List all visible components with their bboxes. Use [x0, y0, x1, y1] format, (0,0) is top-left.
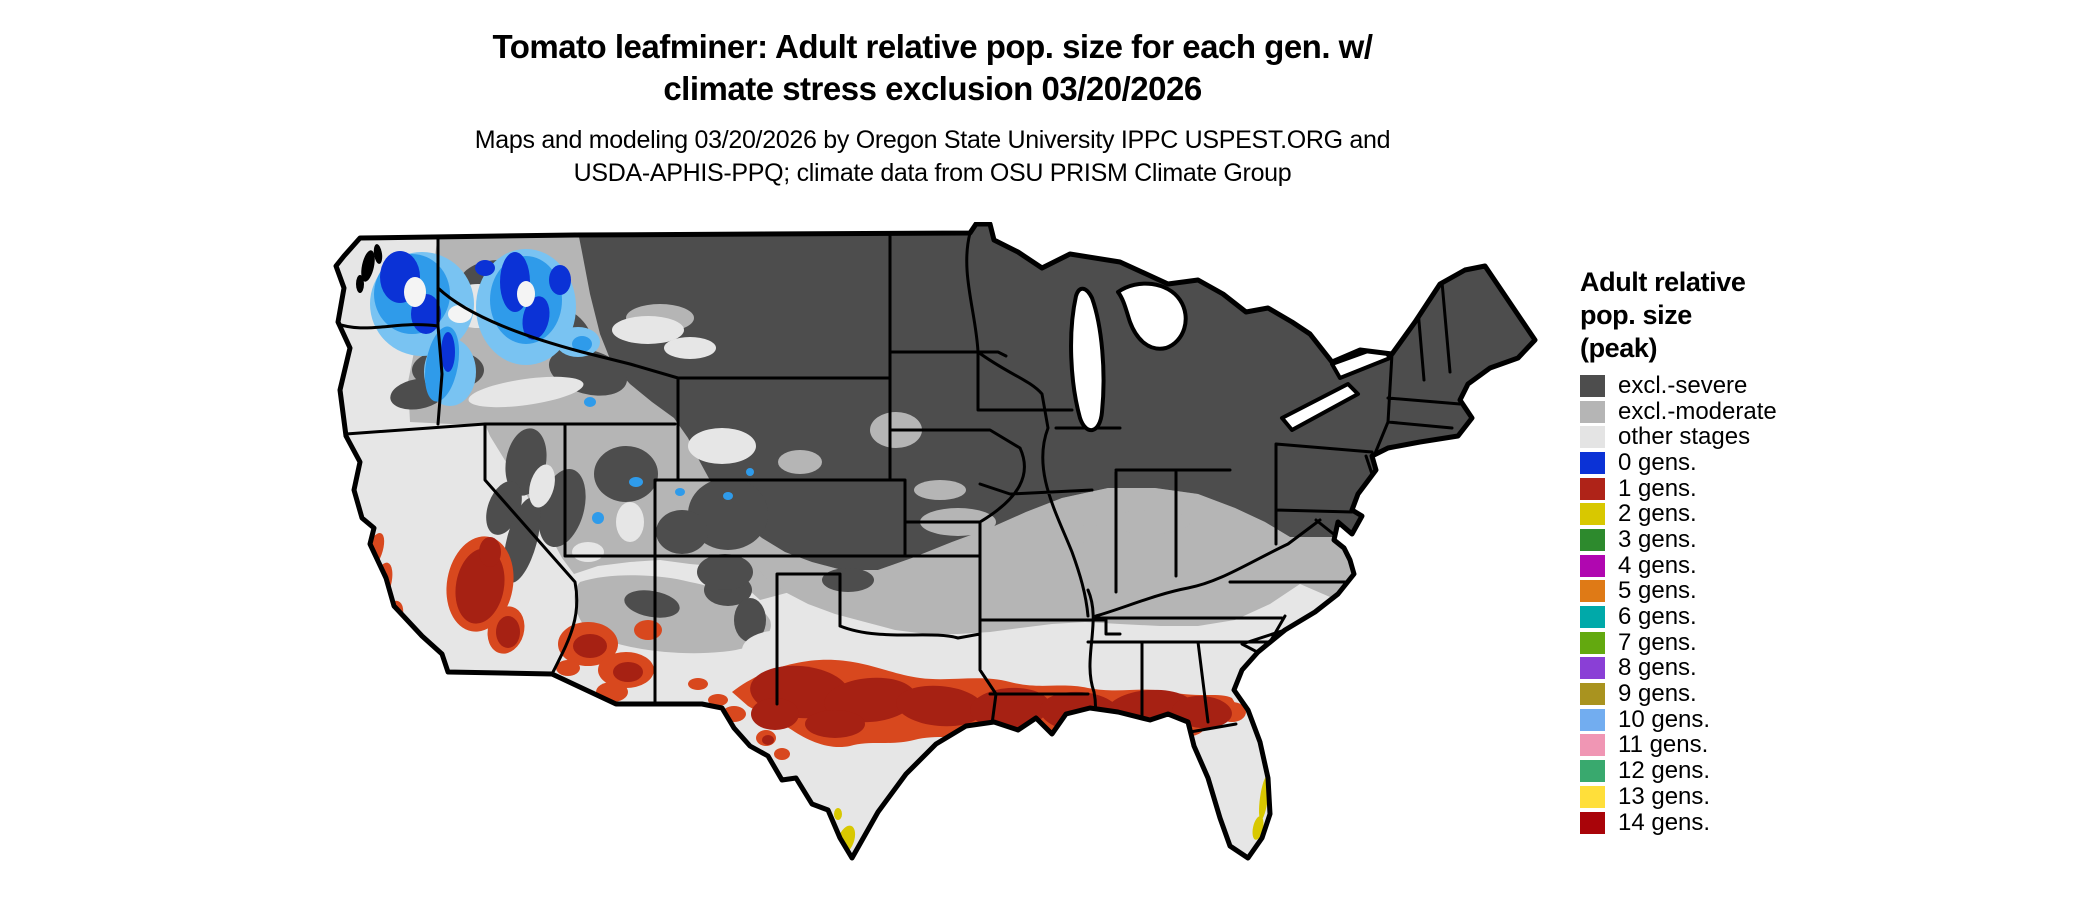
- legend-item-label: 10 gens.: [1618, 705, 1711, 733]
- legend-color-swatch: [1580, 374, 1605, 397]
- legend-item: 11 gens.: [1580, 733, 1900, 759]
- map-layer-moderate-band: [738, 488, 1535, 634]
- legend-item-label: 4 gens.: [1618, 551, 1697, 579]
- legend-item-label: excl.-severe: [1618, 371, 1748, 399]
- legend-color-swatch: [1580, 426, 1605, 449]
- legend-item: 3 gens.: [1580, 527, 1900, 553]
- legend-title-line-1: Adult relative: [1580, 267, 1746, 297]
- legend-item: 7 gens.: [1580, 630, 1900, 656]
- legend-color-swatch: [1580, 554, 1605, 577]
- lake-huron: [1116, 281, 1188, 351]
- page-title: Tomato leafminer: Adult relative pop. si…: [0, 26, 1865, 110]
- legend: Adult relative pop. size (peak) excl.-se…: [1580, 266, 1900, 835]
- legend-title: Adult relative pop. size (peak): [1580, 266, 1900, 365]
- legend-items: excl.-severe excl.-moderate other stages…: [1580, 373, 1900, 835]
- us-map-container: [330, 221, 1570, 892]
- legend-item-label: 14 gens.: [1618, 808, 1711, 836]
- legend-item-label: 1 gens.: [1618, 474, 1697, 502]
- puget-sound: [356, 244, 383, 293]
- title-line-2: climate stress exclusion 03/20/2026: [663, 70, 1202, 107]
- legend-item: 5 gens.: [1580, 579, 1900, 605]
- legend-item: 6 gens.: [1580, 604, 1900, 630]
- legend-item-label: 11 gens.: [1618, 731, 1709, 759]
- legend-item: other stages: [1580, 424, 1900, 450]
- legend-color-swatch: [1580, 657, 1605, 680]
- legend-item-label: 8 gens.: [1618, 654, 1697, 682]
- legend-color-swatch: [1580, 606, 1605, 629]
- legend-item: 2 gens.: [1580, 501, 1900, 527]
- title-line-1: Tomato leafminer: Adult relative pop. si…: [492, 28, 1374, 65]
- legend-item: 1 gens.: [1580, 476, 1900, 502]
- legend-color-swatch: [1580, 760, 1605, 783]
- legend-item: 14 gens.: [1580, 810, 1900, 836]
- legend-item: 12 gens.: [1580, 758, 1900, 784]
- legend-color-swatch: [1580, 631, 1605, 654]
- legend-color-swatch: [1580, 683, 1605, 706]
- legend-color-swatch: [1580, 503, 1605, 526]
- legend-item-label: excl.-moderate: [1618, 397, 1777, 425]
- subtitle-line-1: Maps and modeling 03/20/2026 by Oregon S…: [474, 126, 1391, 154]
- us-map: [333, 221, 1538, 861]
- legend-item-label: other stages: [1618, 423, 1751, 451]
- legend-item-label: 2 gens.: [1618, 500, 1697, 528]
- legend-item-label: 6 gens.: [1618, 603, 1697, 631]
- legend-color-swatch: [1580, 400, 1605, 423]
- legend-item-label: 0 gens.: [1618, 448, 1697, 476]
- legend-color-swatch: [1580, 811, 1605, 834]
- subtitle-line-2: USDA-APHIS-PPQ; climate data from OSU PR…: [573, 159, 1292, 187]
- legend-title-line-3: (peak): [1580, 333, 1658, 363]
- legend-item: 10 gens.: [1580, 707, 1900, 733]
- conus-outline: [333, 221, 1538, 861]
- map-layer-yellow: [834, 776, 1270, 855]
- legend-title-line-2: pop. size: [1580, 300, 1692, 330]
- legend-color-swatch: [1580, 734, 1605, 757]
- legend-item-label: 7 gens.: [1618, 628, 1697, 656]
- legend-color-swatch: [1580, 477, 1605, 500]
- legend-item: 4 gens.: [1580, 553, 1900, 579]
- attribution-subtitle: Maps and modeling 03/20/2026 by Oregon S…: [0, 124, 1865, 190]
- legend-item-label: 12 gens.: [1618, 757, 1711, 785]
- legend-item: 8 gens.: [1580, 656, 1900, 682]
- legend-item: 9 gens.: [1580, 681, 1900, 707]
- legend-item: 0 gens.: [1580, 450, 1900, 476]
- legend-item: excl.-severe: [1580, 373, 1900, 399]
- legend-item-label: 3 gens.: [1618, 525, 1697, 553]
- legend-item-label: 5 gens.: [1618, 577, 1697, 605]
- lake-erie: [1280, 382, 1360, 432]
- legend-item: excl.-moderate: [1580, 399, 1900, 425]
- legend-color-swatch: [1580, 785, 1605, 808]
- legend-color-swatch: [1580, 580, 1605, 603]
- legend-item: 13 gens.: [1580, 784, 1900, 810]
- legend-item-label: 13 gens.: [1618, 782, 1711, 810]
- legend-color-swatch: [1580, 451, 1605, 474]
- legend-color-swatch: [1580, 528, 1605, 551]
- lake-michigan: [1069, 286, 1106, 432]
- legend-item-label: 9 gens.: [1618, 680, 1697, 708]
- legend-color-swatch: [1580, 708, 1605, 731]
